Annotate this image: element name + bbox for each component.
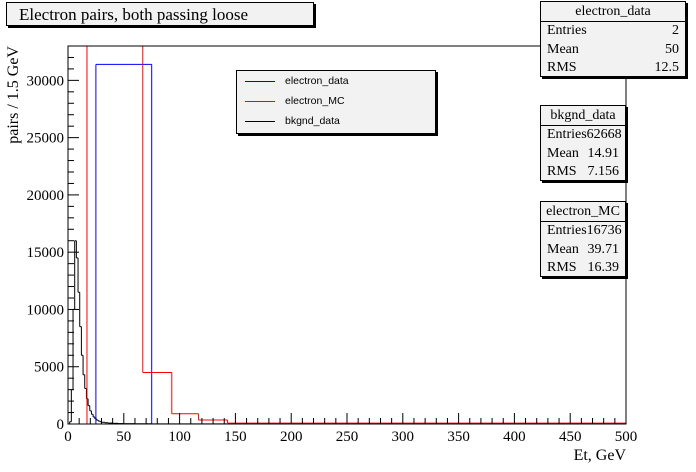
stats-box-bkgnd-data: bkgnd_data Entries 62668 Mean 14.91 RMS 7.1…	[540, 105, 626, 181]
stats-row-rms: RMS 16.39	[541, 259, 625, 278]
stats-value: 50	[665, 41, 679, 57]
series-electron-data	[95, 63, 153, 424]
legend-item-bkgnd-data: bkgnd_data	[237, 111, 435, 131]
stats-value: 2	[672, 23, 679, 38]
stats-label: Entries	[547, 127, 587, 142]
y-axis-label: pairs / 1.5 GeV	[5, 46, 22, 144]
stats-value: 7.156	[587, 164, 620, 179]
y-tick-label: 20000	[27, 188, 65, 204]
stats-row-entries: Entries 62668	[541, 126, 625, 145]
chart-title-text: Electron pairs, both passing loose	[19, 5, 248, 24]
chart-marks	[68, 45, 627, 425]
stats-row-rms: RMS 7.156	[541, 163, 625, 182]
legend-swatch	[245, 100, 275, 102]
stats-value: 39.71	[587, 241, 620, 257]
y-tick-label: 25000	[27, 131, 65, 147]
stats-value: 12.5	[654, 60, 680, 75]
stats-row-mean: Mean 39.71	[541, 241, 625, 260]
stats-row-entries: Entries 16736	[541, 222, 625, 241]
chart-axes: 0 50 100 150 200 250 300 350 400 450 5000500010000…	[27, 45, 638, 445]
x-axis-label: Et, GeV	[574, 447, 627, 464]
x-tick-label: 50	[116, 429, 131, 445]
stats-row-mean: Mean 14.91	[541, 145, 625, 164]
stats-value: 62668	[586, 127, 622, 142]
stats-label: RMS	[547, 260, 577, 275]
legend-label: electron_data	[285, 75, 349, 87]
y-tick-label: 0	[57, 417, 65, 433]
legend-item-electron-data: electron_data	[237, 71, 435, 91]
x-tick-label: 350	[447, 429, 470, 445]
chart-title: Electron pairs, both passing loose	[6, 2, 314, 26]
x-tick-label: 100	[168, 429, 191, 445]
stats-label: RMS	[547, 60, 577, 75]
stats-label: Mean	[547, 145, 579, 161]
legend-swatch	[245, 120, 275, 122]
legend-label: bkgnd_data	[285, 115, 340, 127]
stats-row-rms: RMS 12.5	[541, 59, 685, 78]
stats-label: Entries	[547, 223, 587, 238]
x-tick-label: 500	[615, 429, 638, 445]
y-tick-label: 10000	[27, 302, 65, 318]
stats-value: 16.39	[587, 260, 620, 275]
stats-value: 14.91	[587, 145, 620, 161]
legend-item-electron-mc: electron_MC	[237, 91, 435, 111]
legend-swatch	[245, 80, 275, 82]
legend-label: electron_MC	[285, 95, 345, 107]
stats-row-mean: Mean 50	[541, 41, 685, 60]
stats-label: Mean	[547, 41, 579, 57]
legend: electron_data electron_MC bkgnd_data	[236, 70, 436, 134]
stats-box-electron-mc: electron_MC Entries 16736 Mean 39.71 RMS 16…	[540, 201, 626, 277]
stats-value: 16736	[586, 223, 622, 238]
stats-box-electron-data: electron_data Entries 2 Mean 50 RMS 12.5	[540, 1, 686, 77]
stats-label: Mean	[547, 241, 579, 257]
x-tick-label: 300	[392, 429, 415, 445]
stats-label: Entries	[547, 23, 587, 38]
stats-box-title: bkgnd_data	[541, 106, 625, 126]
y-tick-label: 30000	[27, 73, 65, 89]
y-tick-label: 5000	[34, 360, 64, 376]
stats-label: RMS	[547, 164, 577, 179]
x-tick-label: 400	[503, 429, 526, 445]
stats-box-title: electron_MC	[541, 202, 625, 222]
x-tick-label: 250	[336, 429, 359, 445]
x-tick-label: 150	[224, 429, 247, 445]
y-tick-label: 15000	[27, 245, 65, 261]
stats-box-title: electron_data	[541, 2, 685, 22]
stats-row-entries: Entries 2	[541, 22, 685, 41]
x-tick-label: 0	[64, 429, 72, 445]
x-tick-label: 200	[280, 429, 303, 445]
x-tick-label: 450	[559, 429, 582, 445]
